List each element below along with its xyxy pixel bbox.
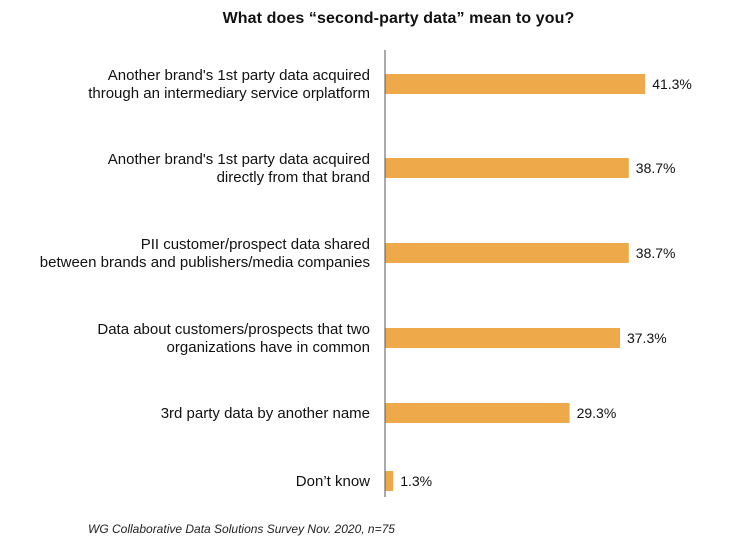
- category-label-3: PII customer/prospect data shared between…: [40, 236, 370, 271]
- category-label-5: 3rd party data by another name: [161, 405, 370, 422]
- category-label-1: Another brand's 1st party data acquired t…: [88, 67, 370, 102]
- bar-3: [385, 243, 629, 263]
- value-label-1: 41.3%: [652, 76, 692, 92]
- value-label-2: 38.7%: [636, 160, 676, 176]
- bar-4: [385, 328, 620, 348]
- category-label-2: Another brand's 1st party data acquired d…: [108, 151, 370, 186]
- chart-title: What does “second-party data” mean to yo…: [222, 10, 575, 27]
- category-label-4: Data about customers/prospects that two o…: [97, 321, 370, 356]
- value-label-3: 38.7%: [636, 245, 676, 261]
- bar-1: [385, 74, 646, 94]
- bar-5: [385, 403, 570, 423]
- value-label-4: 37.3%: [627, 330, 667, 346]
- category-label-6: Don’t know: [296, 473, 370, 490]
- source-footnote: WG Collaborative Data Solutions Survey N…: [88, 522, 395, 536]
- bar-2: [385, 158, 629, 178]
- value-label-5: 29.3%: [577, 405, 617, 421]
- bar-6: [385, 471, 394, 491]
- value-label-6: 1.3%: [400, 473, 432, 489]
